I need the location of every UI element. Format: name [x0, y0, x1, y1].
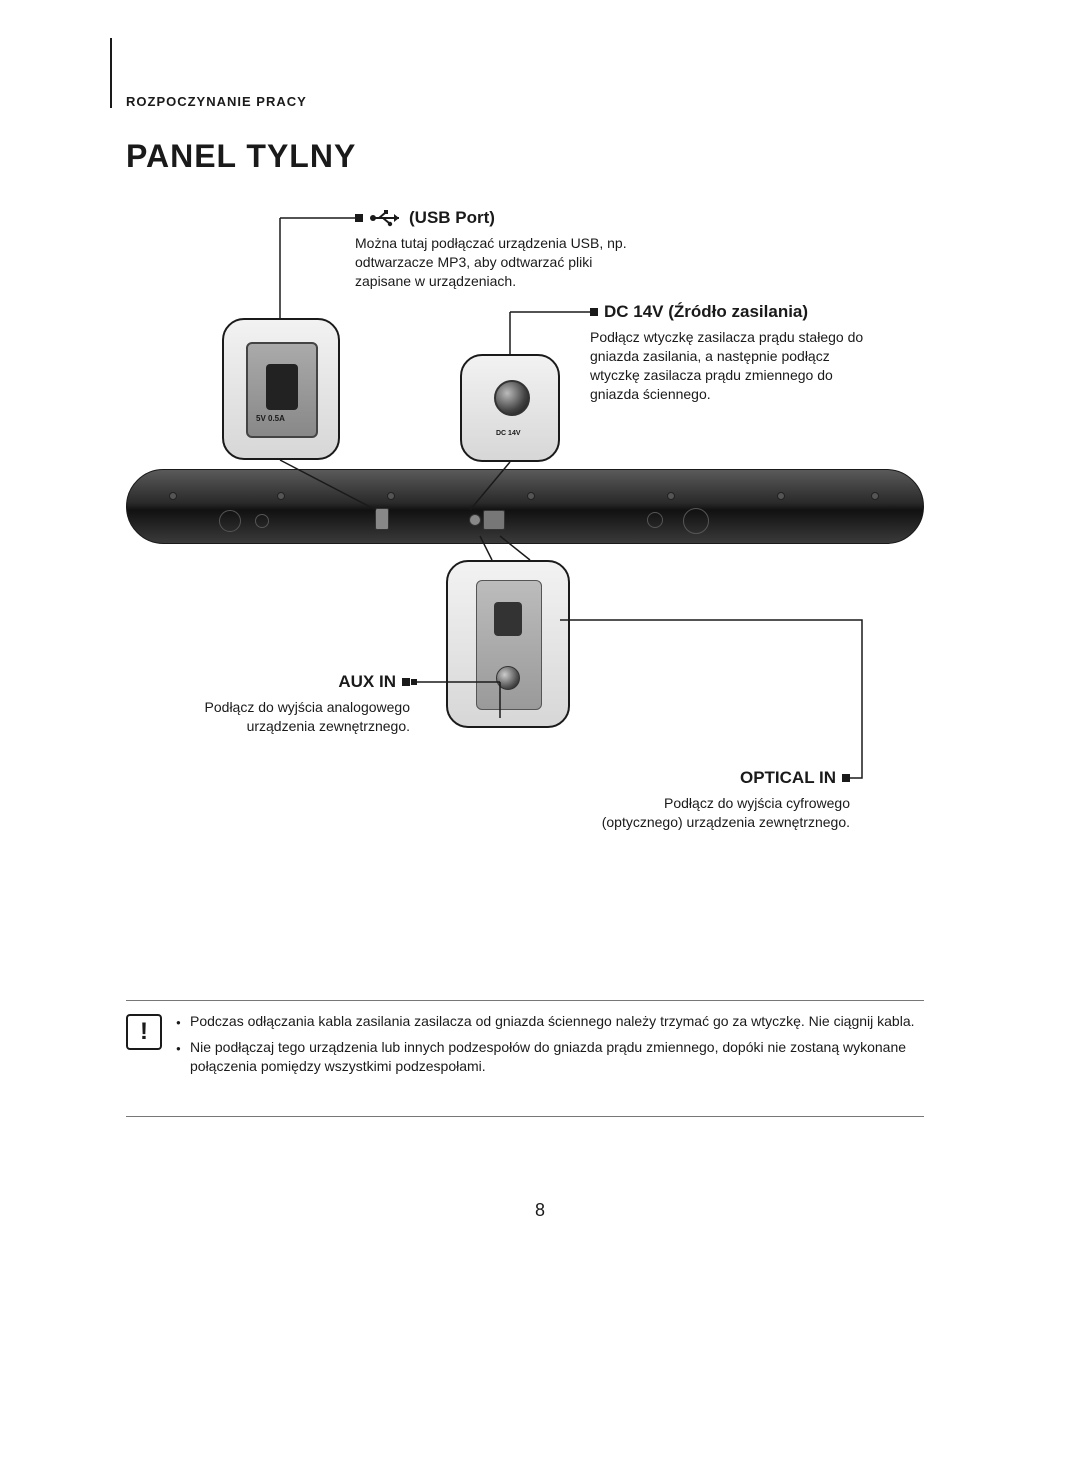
usb-detail-bubble: 5V 0.5A: [222, 318, 340, 460]
note-item: Nie podłączaj tego urządzenia lub innych…: [190, 1038, 924, 1077]
soundbar-illustration: [126, 469, 924, 544]
usb-callout: (USB Port) Można tutaj podłączać urządze…: [355, 208, 635, 291]
caution-icon: !: [126, 1014, 162, 1050]
bullet-icon: [355, 214, 363, 222]
aux-callout: AUX IN Podłącz do wyjścia analogowego ur…: [190, 672, 410, 736]
optical-title: OPTICAL IN: [740, 768, 836, 788]
dc-callout: DC 14V (Źródło zasilania) Podłącz wtyczk…: [590, 302, 880, 404]
bullet-icon: [842, 774, 850, 782]
usb-bubble-label: 5V 0.5A: [256, 414, 285, 423]
usb-icon: [369, 209, 403, 227]
dc-desc: Podłącz wtyczkę zasilacza prądu stałego …: [590, 328, 880, 404]
dc-detail-bubble: DC 14V: [460, 354, 560, 462]
optical-callout: OPTICAL IN Podłącz do wyjścia cyfrowego …: [600, 768, 850, 832]
page-title: PANEL TYLNY: [126, 138, 356, 175]
page-number: 8: [0, 1200, 1080, 1221]
note-item: Podczas odłączania kabla zasilania zasil…: [190, 1012, 924, 1032]
notes-rule-bottom: [126, 1116, 924, 1117]
header-vertical-rule: [110, 38, 112, 108]
notes-list: Podczas odłączania kabla zasilania zasil…: [176, 1012, 924, 1083]
bullet-icon: [590, 308, 598, 316]
dc-bubble-label: DC 14V: [496, 430, 521, 437]
dc-title: DC 14V (Źródło zasilania): [604, 302, 808, 322]
usb-title: (USB Port): [409, 208, 495, 228]
rear-detail-bubble: [446, 560, 570, 728]
section-label: ROZPOCZYNANIE PRACY: [126, 94, 307, 109]
usb-desc: Można tutaj podłączać urządzenia USB, np…: [355, 234, 635, 291]
aux-desc: Podłącz do wyjścia analogowego urządzeni…: [190, 698, 410, 736]
bullet-icon: [402, 678, 410, 686]
optical-desc: Podłącz do wyjścia cyfrowego (optycznego…: [600, 794, 850, 832]
notes-rule-top: [126, 1000, 924, 1001]
aux-title: AUX IN: [338, 672, 396, 692]
